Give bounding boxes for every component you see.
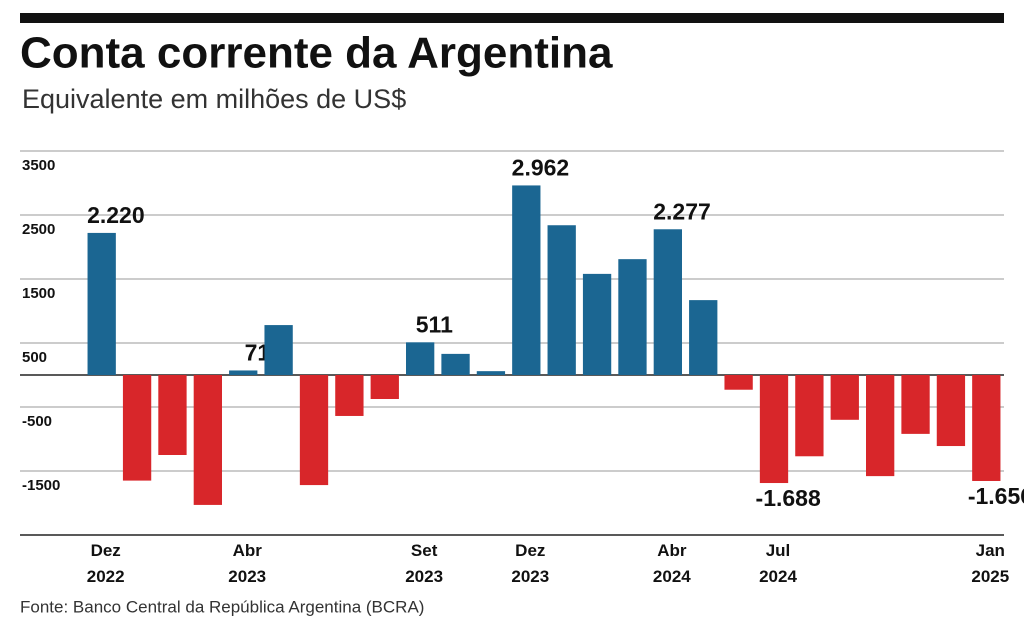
value-label: -1.656	[968, 483, 1024, 509]
bar	[689, 300, 718, 375]
y-tick-label: 1500	[22, 285, 55, 302]
x-tick-label: Jul 2024	[759, 541, 797, 586]
x-tick-label: Abr 2024	[652, 541, 691, 586]
source-note: Fonte: Banco Central da República Argent…	[20, 597, 424, 616]
x-tick-label: Dez 2023	[511, 541, 550, 586]
bar	[795, 375, 824, 457]
chart-title: Conta corrente da Argentina	[20, 29, 613, 78]
value-label: 2.220	[87, 202, 145, 228]
bar	[335, 375, 364, 416]
chart-subtitle: Equivalente em milhões de US$	[22, 84, 406, 114]
bar	[830, 375, 859, 420]
bar	[724, 375, 753, 390]
value-label: 2.962	[512, 155, 570, 181]
bar	[299, 375, 329, 486]
x-tick-label: Jan 2025	[971, 541, 1010, 586]
x-tick-label: Dez 2022	[86, 541, 125, 586]
bar	[158, 375, 187, 455]
bar	[653, 229, 682, 375]
y-tick-label: -500	[22, 413, 52, 430]
y-tick-label: -1500	[22, 477, 60, 494]
value-label: -1.688	[756, 485, 821, 511]
bar	[866, 375, 895, 477]
bar	[476, 371, 506, 375]
bar	[441, 353, 470, 375]
value-label: 2.277	[653, 198, 711, 224]
bar	[582, 273, 612, 375]
bar	[936, 375, 966, 447]
bar	[759, 375, 789, 484]
bar	[547, 225, 576, 375]
bar	[370, 375, 399, 399]
top-rule	[20, 13, 1004, 23]
bar	[229, 370, 258, 375]
bar	[193, 375, 222, 505]
x-tick-label: Abr 2023	[228, 541, 267, 586]
y-tick-label: 3500	[22, 157, 55, 174]
bar	[618, 259, 647, 375]
value-label: 511	[416, 311, 453, 337]
bar	[901, 375, 930, 434]
bar	[406, 342, 435, 375]
bar	[122, 375, 152, 481]
bar	[972, 375, 1001, 481]
y-tick-label: 500	[22, 349, 47, 366]
bar	[264, 325, 293, 375]
x-tick-label: Set 2023	[405, 541, 444, 586]
y-tick-label: 2500	[22, 221, 55, 238]
bar	[512, 185, 541, 375]
bar	[87, 232, 116, 375]
